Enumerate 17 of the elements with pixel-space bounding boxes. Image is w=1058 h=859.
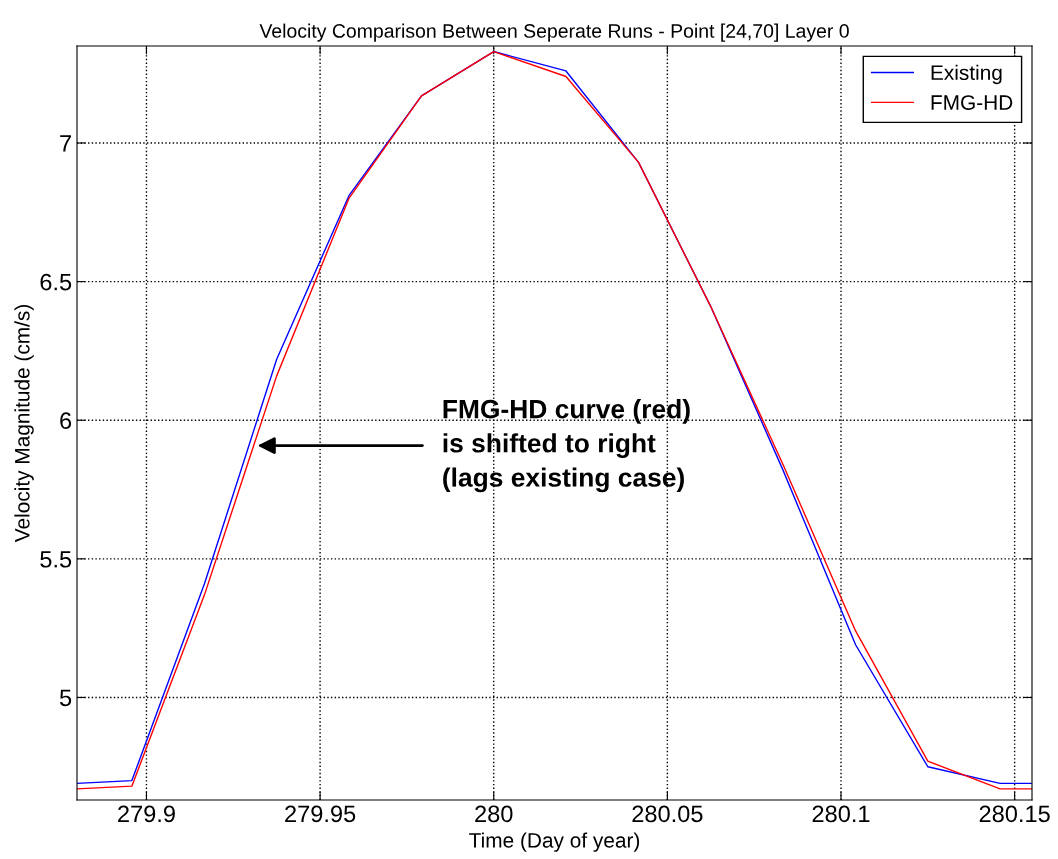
x-tick-label: 280.15 xyxy=(979,805,1050,823)
y-tick-label: 7 xyxy=(60,135,71,152)
legend-label: FMG-HD xyxy=(931,95,1013,110)
x-tick-label: 280.05 xyxy=(632,805,703,823)
y-tick-label: 5 xyxy=(59,689,72,707)
x-tick-label: 279.9 xyxy=(118,805,175,823)
x-tick-label: 279.95 xyxy=(285,805,356,823)
chart-title: Velocity Comparison Between Seperate Runs - Point [24,70] Layer 0 xyxy=(259,23,849,42)
x-tick-label: 280.1 xyxy=(812,805,870,823)
x-axis-title: Time (Day of year) xyxy=(469,832,640,852)
y-tick-label: 6 xyxy=(60,412,72,430)
legend-label: Existing xyxy=(931,64,1002,85)
y-tick-label: 6.5 xyxy=(40,273,72,291)
y-axis-title: Velocity Magnitude (cm/s) xyxy=(14,305,34,543)
y-tick-label: 5.5 xyxy=(40,551,72,568)
x-tick-label: 280 xyxy=(475,805,513,823)
annotation: FMG-HD curve (red) is shifted to right (lags existing case) xyxy=(443,399,690,493)
